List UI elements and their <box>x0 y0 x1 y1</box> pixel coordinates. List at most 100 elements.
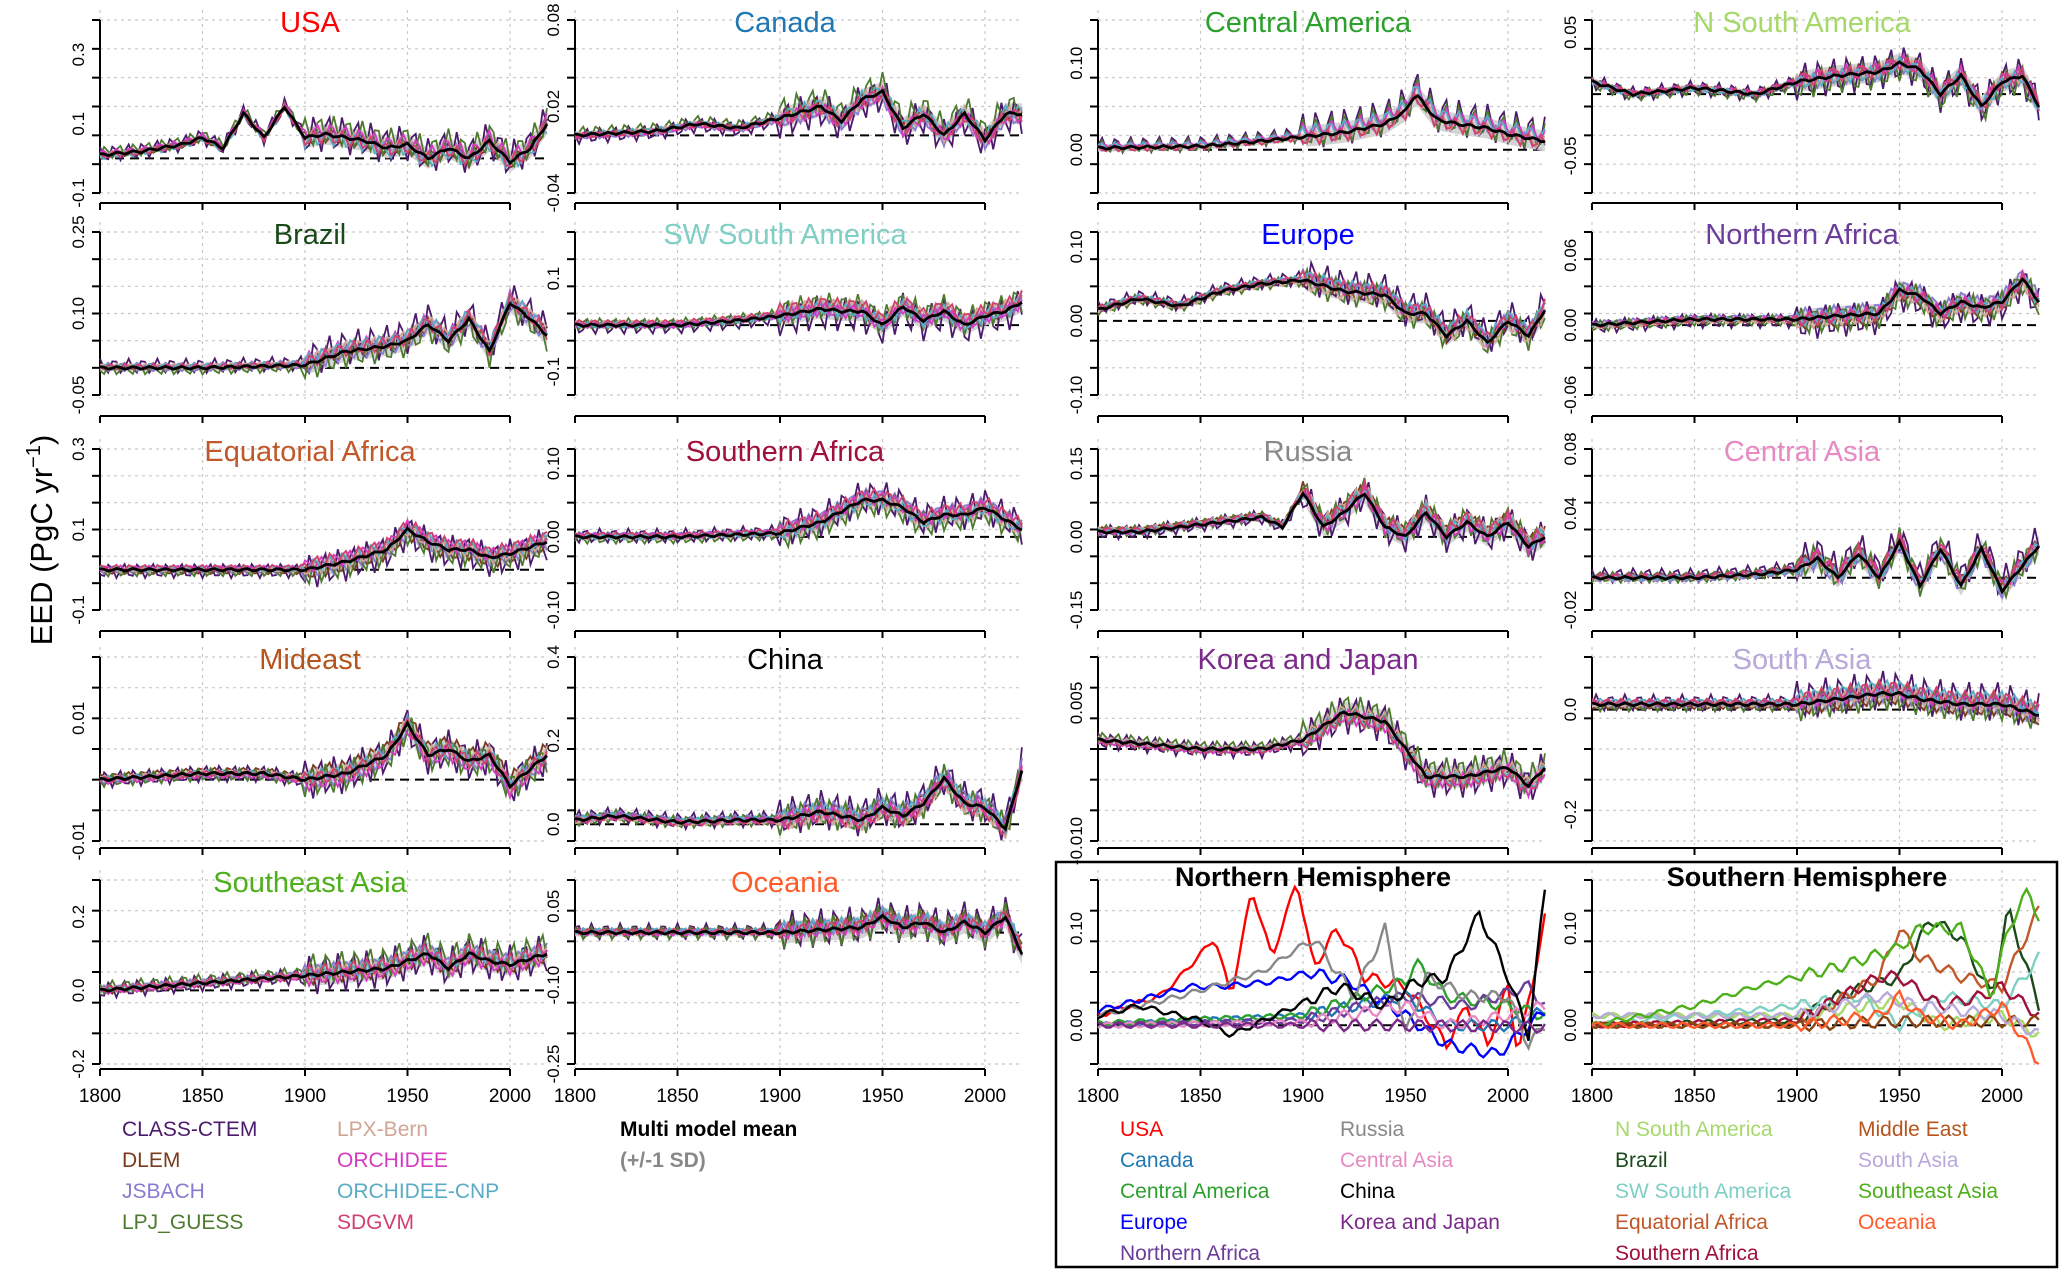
series-line-china <box>1097 889 1547 1042</box>
x-tick-label: 1850 <box>1673 1086 1715 1107</box>
model-line-class-ctem <box>99 935 548 1000</box>
x-tick-label: 1950 <box>386 1086 428 1107</box>
y-tick-label: -0.05 <box>69 376 88 415</box>
panel-title: Russia <box>1264 436 1354 468</box>
panel-mideast: -0.01 0.01 Mideast <box>69 644 548 861</box>
x-tick-label: 1850 <box>656 1086 698 1107</box>
mean-line <box>574 770 1024 832</box>
mean-line <box>99 301 548 371</box>
panel-central-asia: -0.02 0.04 0.08 Central Asia <box>1561 432 2041 638</box>
y-tick-label: 0.0 <box>1561 698 1580 722</box>
x-tick-label: 1800 <box>1571 1086 1613 1107</box>
panel-southern-hemisphere: 0.00 0.10 1800 1850 1900 1950 2000 Southern Hem… <box>1561 862 2041 1107</box>
mean-line <box>99 526 548 573</box>
y-tick-label: 0.00 <box>1067 520 1086 553</box>
panel-title: China <box>747 644 824 676</box>
panel-title: South Asia <box>1733 644 1873 676</box>
legend-model-jsbach: JSBACH <box>122 1180 205 1203</box>
model-line-sdgvm <box>1591 56 2040 110</box>
panel-title: Northern Africa <box>1705 219 1899 251</box>
mean-line <box>574 301 1023 328</box>
y-tick-label: 0.00 <box>1067 133 1086 166</box>
y-tick-label: -0.01 <box>69 822 88 861</box>
panel-title: N South America <box>1693 7 1911 39</box>
legend-region-middle-east: Middle East <box>1858 1118 1968 1141</box>
y-tick-label: 0.0 <box>544 812 563 836</box>
panel-title: Korea and Japan <box>1198 644 1419 676</box>
model-line-class-ctem <box>1591 273 2040 339</box>
legend-region-southern-africa: Southern Africa <box>1615 1242 1759 1265</box>
y-tick-label: 0.06 <box>1561 239 1580 272</box>
y-tick-label: 0.3 <box>69 43 88 67</box>
legend-region-europe: Europe <box>1120 1211 1188 1234</box>
mean-line <box>1097 491 1546 550</box>
y-tick-label: 0.1 <box>69 112 88 136</box>
y-tick-label: -0.10 <box>1067 376 1086 415</box>
legend-region-south-asia: South Asia <box>1858 1149 1959 1172</box>
panel-title: Brazil <box>274 219 347 251</box>
legend-region-southeast-asia: Southeast Asia <box>1858 1180 1998 1203</box>
y-tick-label: -0.2 <box>69 1049 88 1078</box>
x-tick-label: 1850 <box>181 1086 223 1107</box>
y-tick-label: -0.05 <box>1561 137 1580 176</box>
panel-n-south-america: -0.05 0.05 N South America <box>1561 7 2041 210</box>
mean-line <box>99 951 548 993</box>
model-line-class-ctem <box>99 519 548 588</box>
model-line-lpj-guess <box>1591 276 2040 337</box>
panel-southeast-asia: -0.2 0.0 0.2 1800 1850 1900 1950 2000 Southeast … <box>69 867 548 1107</box>
legend-region-korea-and-japan: Korea and Japan <box>1340 1211 1500 1234</box>
x-tick-label: 1900 <box>284 1086 326 1107</box>
legend-region-equatorial-africa: Equatorial Africa <box>1615 1211 1768 1234</box>
model-line-orchidee <box>99 948 548 996</box>
legend-mean-label: Multi model mean <box>620 1118 797 1141</box>
series-line-northern-africa <box>1097 979 1546 1029</box>
y-tick-label: 0.10 <box>1561 912 1580 945</box>
legend-model-sdgvm: SDGVM <box>337 1211 414 1234</box>
panel-title: Oceania <box>731 867 840 899</box>
legend-region-russia: Russia <box>1340 1118 1405 1141</box>
panel-south-asia: -0.2 0.0 South Asia <box>1561 644 2040 855</box>
x-tick-label: 1950 <box>1878 1086 1920 1107</box>
panel-title: Southern Hemisphere <box>1667 862 1948 892</box>
panel-canada: -0.04 0.02 0.08 Canada <box>544 3 1023 212</box>
panel-title: Equatorial Africa <box>204 436 416 468</box>
legend-region-oceania: Oceania <box>1858 1211 1937 1234</box>
mean-line <box>99 720 548 790</box>
panel-brazil: -0.05 0.10 0.25 Brazil <box>69 215 548 423</box>
panel-title: Southern Africa <box>686 436 885 468</box>
y-tick-label: 0.2 <box>544 729 563 753</box>
mean-line <box>1591 537 2041 595</box>
legend-model-dlem: DLEM <box>122 1149 180 1172</box>
legend-region-usa: USA <box>1120 1118 1163 1141</box>
y-tick-label: 0.00 <box>1561 1009 1580 1042</box>
y-tick-label: 0.00 <box>1067 304 1086 337</box>
x-tick-label: 2000 <box>964 1086 1006 1107</box>
y-tick-label: 0.15 <box>1067 447 1086 480</box>
y-tick-label: 0.0 <box>69 979 88 1003</box>
panel-usa: -0.1 0.1 0.3 USA <box>69 7 549 210</box>
model-line-orchidee-cnp <box>99 103 548 170</box>
mean-line <box>574 497 1023 540</box>
y-tick-label: -0.10 <box>544 966 563 1005</box>
panel-northern-africa: -0.06 0.00 0.06 Northern Africa <box>1561 219 2040 423</box>
mean-line <box>574 913 1024 955</box>
mean-line <box>1591 690 2040 717</box>
y-axis-label-close: ) <box>24 435 59 445</box>
y-tick-label: -0.1 <box>69 595 88 624</box>
model-line-lpx-bern <box>574 774 1023 839</box>
x-tick-label: 1900 <box>759 1086 801 1107</box>
panel-central-america: 0.00 0.10 Central America <box>1067 7 1546 210</box>
y-tick-label: -0.10 <box>544 591 563 630</box>
model-line-orchidee-cnp <box>574 86 1023 146</box>
mean-line <box>1591 60 2041 108</box>
panel-title: Central Asia <box>1724 436 1881 468</box>
sd-band <box>1098 701 1545 797</box>
y-tick-label: 0.10 <box>544 447 563 480</box>
y-tick-label: 0.08 <box>1561 432 1580 465</box>
mean-line <box>1591 277 2040 328</box>
y-tick-label: 0.4 <box>544 645 563 669</box>
mean-line <box>99 105 549 166</box>
legend-region-canada: Canada <box>1120 1149 1194 1172</box>
y-tick-label: 0.10 <box>1067 230 1086 263</box>
